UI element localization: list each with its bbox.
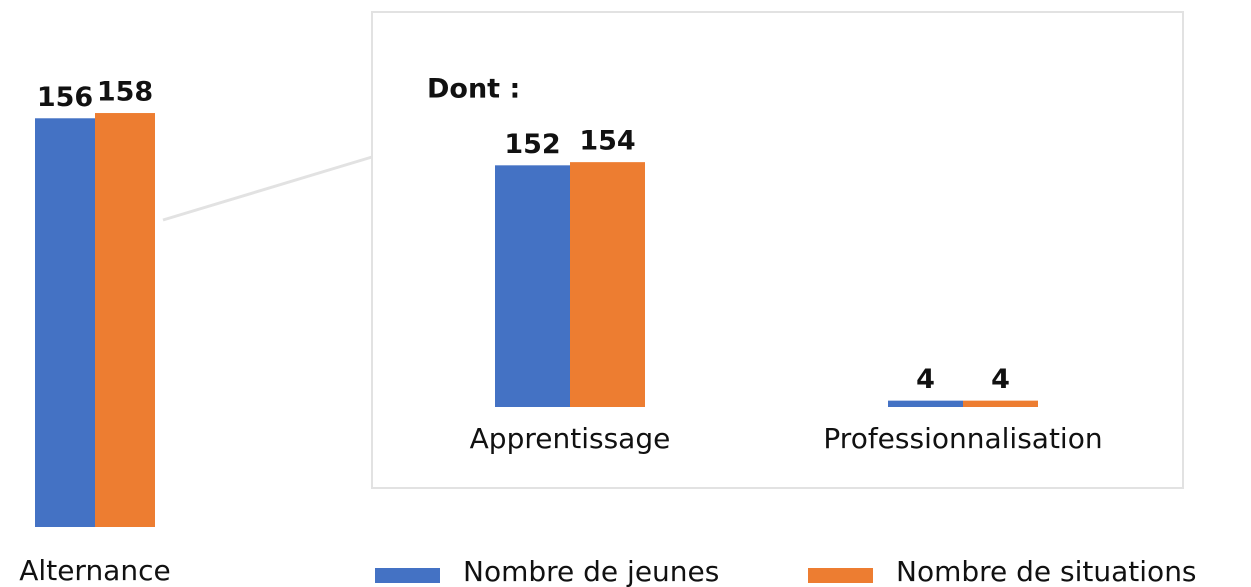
bar bbox=[888, 400, 963, 407]
connector bbox=[162, 155, 373, 222]
value-label: 4 bbox=[991, 364, 1010, 395]
value-label: 4 bbox=[916, 364, 935, 395]
value-label: 158 bbox=[97, 77, 153, 108]
bar bbox=[95, 113, 155, 527]
legend-swatch bbox=[375, 568, 440, 583]
value-label: 156 bbox=[37, 82, 93, 113]
legend-label: Nombre de jeunes bbox=[463, 555, 719, 587]
inset-title: Dont : bbox=[427, 74, 520, 105]
category-label: Apprentissage bbox=[470, 422, 671, 455]
category-label: Professionnalisation bbox=[823, 422, 1102, 455]
bar bbox=[35, 118, 95, 527]
inset-frame bbox=[371, 11, 1184, 489]
category-label: Alternance bbox=[19, 554, 170, 587]
bar bbox=[570, 162, 645, 407]
bar bbox=[963, 400, 1038, 407]
bar bbox=[495, 165, 570, 407]
legend-swatch bbox=[808, 568, 873, 583]
value-label: 152 bbox=[504, 129, 560, 160]
value-label: 154 bbox=[579, 126, 635, 157]
legend-label: Nombre de situations bbox=[896, 555, 1197, 587]
